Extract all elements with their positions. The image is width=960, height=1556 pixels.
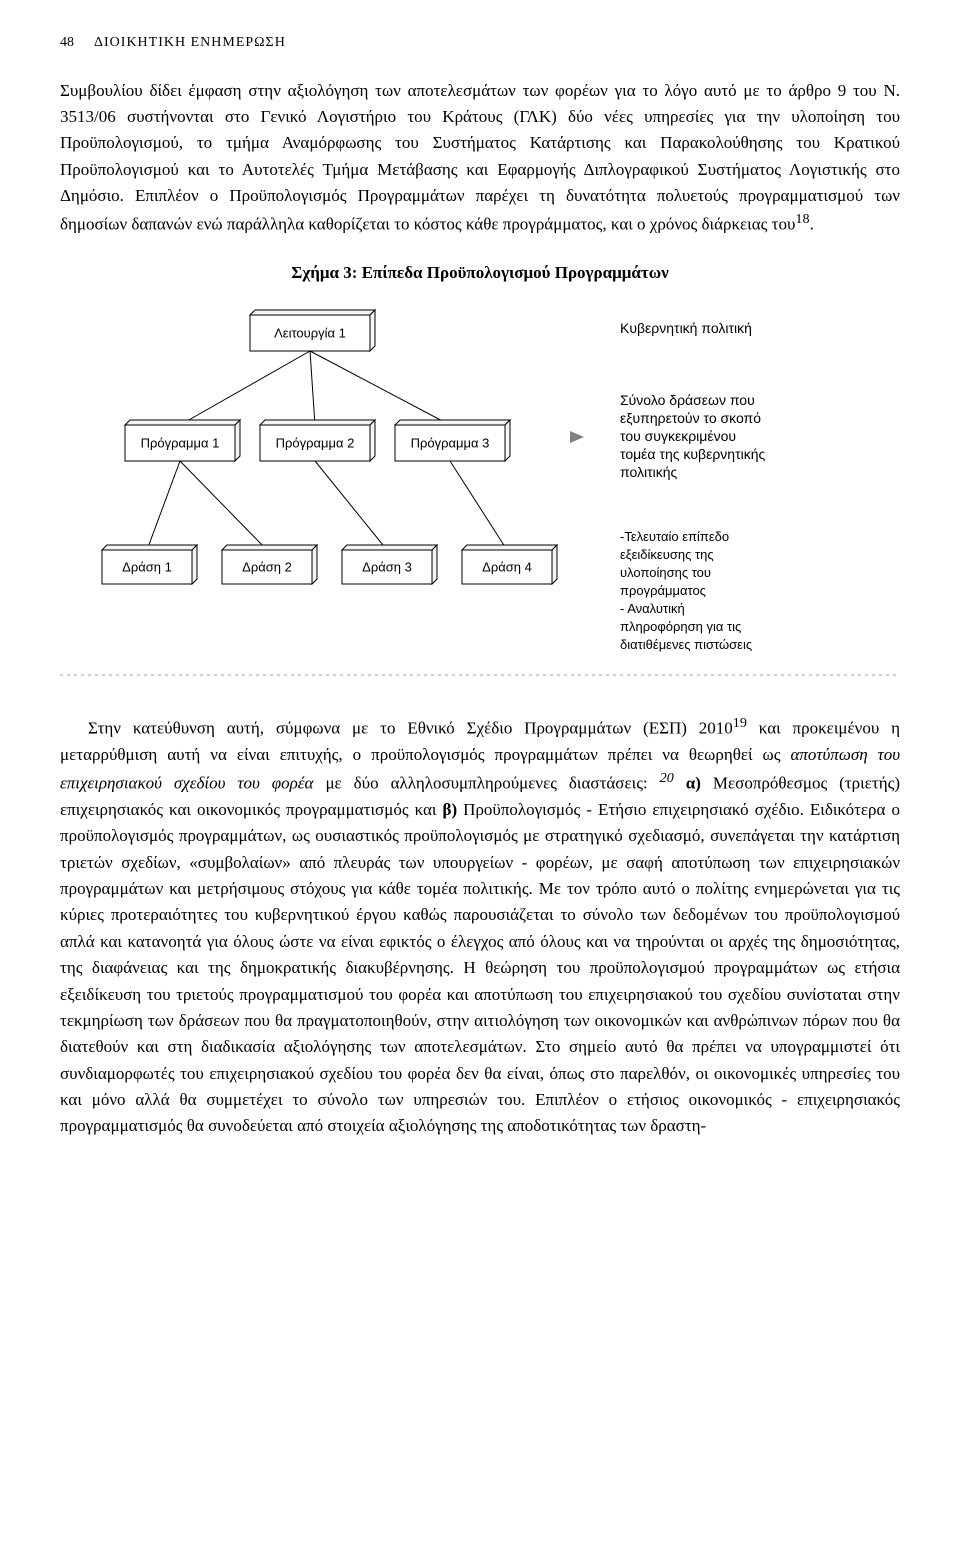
node-action-2: Δράση 2 [222, 545, 317, 584]
p2c2 [674, 774, 686, 793]
p2a: Στην κατεύθυνση αυτή, σύμφωνα με το Εθνι… [88, 718, 733, 737]
p2e: Προϋπολογισμός - Ετήσιο επιχειρησιακό σχ… [60, 800, 900, 1135]
svg-text:Δράση 2: Δράση 2 [242, 559, 292, 574]
figure-caption: Σχήμα 3: Επίπεδα Προϋπολογισμού Προγραμμ… [60, 260, 900, 286]
annotation-level-1: Κυβερνητική πολιτική [620, 320, 752, 336]
svg-text:Λειτουργία 1: Λειτουργία 1 [274, 325, 346, 340]
p1-text: Συμβουλίου δίδει έμφαση στην αξιολόγηση … [60, 81, 900, 234]
footnote-ref-20: 20 [660, 770, 674, 786]
body-paragraph-2: Στην κατεύθυνση αυτή, σύμφωνα με το Εθνι… [60, 713, 900, 1140]
p2c: με δύο αλληλοσυμπληρούμενες διαστάσεις: [313, 774, 659, 793]
running-head: ΔIOIKHTIKH ENHMEPΩΣH [94, 32, 286, 54]
p2-alpha: α) [686, 774, 701, 793]
page-number: 48 [60, 32, 74, 54]
footnote-ref-19: 19 [733, 715, 747, 731]
p2-beta: β) [443, 800, 458, 819]
p1-tail: . [810, 215, 814, 234]
node-program-2: Πρόγραμμα 2 [260, 420, 375, 461]
body-paragraph-1: Συμβουλίου δίδει έμφαση στην αξιολόγηση … [60, 78, 900, 239]
page-header: 48 ΔIOIKHTIKH ENHMEPΩΣH [60, 32, 900, 54]
annotation-level-2: Σύνολο δράσεων πουεξυπηρετούν το σκοπότο… [620, 392, 765, 480]
svg-text:Πρόγραμμα 1: Πρόγραμμα 1 [141, 435, 220, 450]
node-program-1: Πρόγραμμα 1 [125, 420, 240, 461]
svg-text:Πρόγραμμα 3: Πρόγραμμα 3 [411, 435, 490, 450]
footnote-ref-18: 18 [795, 211, 809, 227]
node-action-4: Δράση 4 [462, 545, 557, 584]
node-action-1: Δράση 1 [102, 545, 197, 584]
svg-text:Δράση 4: Δράση 4 [482, 559, 532, 574]
node-function-1: Λειτουργία 1 [250, 310, 375, 351]
annotation-level-3: -Τελευταίο επίπεδοεξειδίκευσης τηςυλοποί… [620, 529, 752, 652]
node-program-3: Πρόγραμμα 3 [395, 420, 510, 461]
svg-text:Δράση 3: Δράση 3 [362, 559, 412, 574]
diagram-svg: Λειτουργία 1 Πρόγραμμα 1 Πρόγραμμα 2 Πρόγρα… [60, 305, 900, 685]
svg-text:Δράση 1: Δράση 1 [122, 559, 172, 574]
hierarchy-diagram: Λειτουργία 1 Πρόγραμμα 1 Πρόγραμμα 2 Πρόγρα… [60, 305, 900, 685]
svg-text:Πρόγραμμα 2: Πρόγραμμα 2 [276, 435, 355, 450]
marker-icon [570, 431, 584, 443]
node-action-3: Δράση 3 [342, 545, 437, 584]
